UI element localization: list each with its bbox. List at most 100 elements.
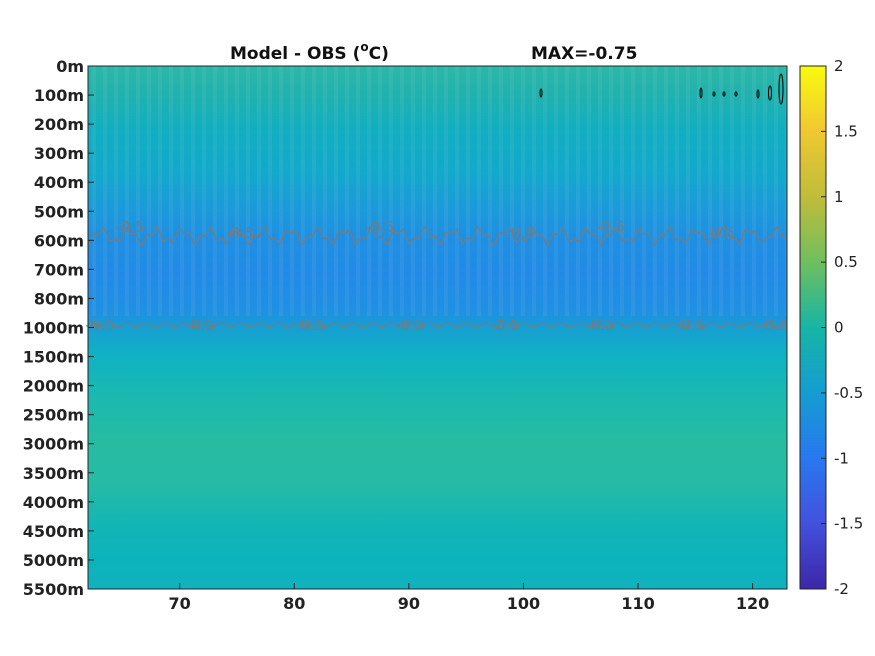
- contour-line-lower: [88, 322, 787, 328]
- field-stripe: [191, 66, 195, 316]
- field-stripe: [235, 66, 239, 316]
- field-stripe: [488, 66, 492, 316]
- field-stripe: [455, 66, 459, 316]
- contour-label: -0.5: [675, 316, 704, 334]
- small-contour-marks: [539, 73, 784, 105]
- field-stripes: [92, 66, 787, 316]
- field-stripe: [609, 66, 613, 316]
- contour-label: -0.5: [759, 316, 788, 334]
- contour-mark: [539, 88, 543, 98]
- y-tick-label: 800m: [34, 289, 84, 308]
- field-stripe: [554, 66, 558, 316]
- contour-mark: [768, 85, 772, 101]
- contour-label: -0.5: [505, 224, 534, 242]
- field-stripe: [576, 66, 580, 316]
- field-stripe: [477, 66, 481, 316]
- field-stripe: [400, 66, 404, 316]
- colorbar-tick-label: 2: [834, 57, 844, 75]
- y-tick-label: 700m: [34, 260, 84, 279]
- field-stripe: [598, 66, 602, 316]
- colorbar-tick-label: 1: [834, 188, 844, 206]
- chart-title: Model - OBS (oC): [230, 40, 389, 64]
- y-tick-label: 3500m: [23, 464, 84, 483]
- y-tick-label: 2000m: [23, 377, 84, 396]
- contour-label: -0.5: [595, 218, 624, 236]
- colorbar-tick-label: 0: [834, 319, 844, 337]
- field-stripe: [125, 66, 129, 316]
- contour-label: -0.5: [295, 316, 324, 334]
- field-stripe: [631, 66, 635, 316]
- field-stripe: [180, 66, 184, 316]
- heatmap-field: [88, 66, 787, 589]
- x-tick-label: 80: [283, 594, 305, 613]
- contour-label: -0.5: [585, 316, 614, 334]
- field-stripe: [752, 66, 756, 316]
- field-stripe: [323, 66, 327, 316]
- field-stripe: [510, 66, 514, 316]
- y-axis: 0m 100m 200m 300m 400m 500m 600m 700m 800m 1000m 1…: [23, 57, 94, 599]
- field-stripe: [268, 66, 272, 316]
- field-stripe: [543, 66, 547, 316]
- field-stripe: [334, 66, 338, 316]
- field-stripe: [378, 66, 382, 316]
- contour-label: -0.5: [705, 224, 734, 242]
- field-stripe: [213, 66, 217, 316]
- y-tick-label: 400m: [34, 173, 84, 192]
- contour-label: -0.5: [395, 316, 424, 334]
- colorbar-tick-label: -0.5: [834, 384, 863, 402]
- contour-lines: [88, 224, 787, 328]
- field-stripe: [719, 66, 723, 316]
- field-stripe: [356, 66, 360, 316]
- y-tick-label: 2500m: [23, 406, 84, 425]
- contour-label: -0.5: [115, 218, 144, 236]
- field-stripe: [224, 66, 228, 316]
- field-stripe: [521, 66, 525, 316]
- contour-label: -0.5: [365, 218, 394, 236]
- field-stripe: [444, 66, 448, 316]
- contour-label: -0.5: [225, 224, 254, 242]
- y-tick-label: 300m: [34, 144, 84, 163]
- x-tick-label: 100: [507, 594, 540, 613]
- field-stripe: [708, 66, 712, 316]
- field-stripe: [741, 66, 745, 316]
- y-tick-label: 200m: [34, 115, 84, 134]
- y-tick-label: 600m: [34, 231, 84, 250]
- y-tick-label: 100m: [34, 86, 84, 105]
- contour-mark: [734, 91, 738, 97]
- x-tick-label: 110: [621, 594, 654, 613]
- y-tick-label: 5500m: [23, 580, 84, 599]
- field-stripe: [389, 66, 393, 316]
- field-stripe: [246, 66, 250, 316]
- y-tick-label: 500m: [34, 202, 84, 221]
- contour-mark: [778, 73, 784, 105]
- colorbar-tick-label: -2: [834, 580, 849, 598]
- contour-mark: [699, 87, 703, 99]
- field-stripe: [653, 66, 657, 316]
- field-stripe: [774, 66, 778, 316]
- y-tick-label: 4500m: [23, 522, 84, 541]
- y-tick-label: 1000m: [23, 319, 84, 338]
- field-stripe: [675, 66, 679, 316]
- field-stripe: [158, 66, 162, 316]
- field-stripe: [411, 66, 415, 316]
- field-stripe: [620, 66, 624, 316]
- x-tick-label: 90: [398, 594, 420, 613]
- y-tick-label: 5000m: [23, 551, 84, 570]
- contour-labels: -0.5 -0.5 -0.5 -0.5 -0.5 -0.5 -0.5 -0.5 -0.5 -0.5…: [85, 218, 788, 334]
- y-tick-label: 3000m: [23, 435, 84, 454]
- field-stripe: [367, 66, 371, 316]
- field-stripe: [92, 66, 96, 316]
- colorbar-tick-label: -1: [834, 449, 849, 467]
- colorbar-tick-label: 1.5: [834, 122, 858, 140]
- field-stripe: [532, 66, 536, 316]
- contour-label: -0.5: [85, 316, 114, 334]
- contour-label: -0.5: [490, 316, 519, 334]
- field-stripe: [103, 66, 107, 316]
- field-stripe: [686, 66, 690, 316]
- contour-line-upper: [88, 224, 787, 248]
- field-stripe: [136, 66, 140, 316]
- field-stripe: [169, 66, 173, 316]
- field-stripe: [763, 66, 767, 316]
- field-stripe: [422, 66, 426, 316]
